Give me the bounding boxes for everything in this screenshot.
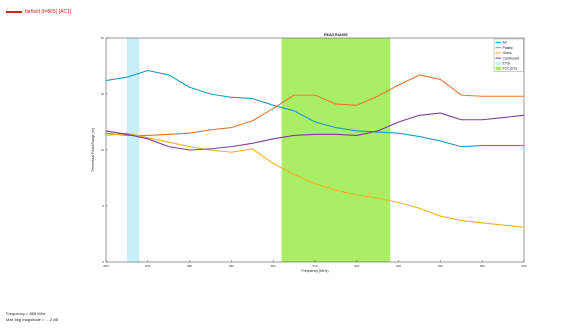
- y-tick-label: 10: [101, 148, 105, 152]
- x-tick-label: 900: [271, 264, 276, 268]
- x-tick-label: 930: [396, 264, 401, 268]
- legend-swatch: [495, 66, 501, 71]
- y-tick-label: 5: [102, 204, 104, 208]
- series-line-glass: [105, 132, 525, 228]
- legend-swatch: [495, 61, 501, 66]
- x-tick-label: 890: [229, 264, 234, 268]
- series-line-air: [105, 69, 524, 148]
- footer-frequency: Frequency = 865 MHz: [6, 311, 46, 316]
- footer-max-magnitude: Max bkg magnitude = ... 2 dB: [6, 317, 59, 322]
- x-tick-label: 870: [145, 264, 150, 268]
- y-tick-label: 15: [101, 92, 105, 96]
- band-fcc-us-: [281, 38, 391, 262]
- band-etsi: [126, 38, 140, 262]
- legend-box: [493, 38, 524, 72]
- footer-info: Frequency = 865 MHz Max bkg magnitude = …: [6, 311, 58, 323]
- x-axis-label: Frequency (MHz): [301, 269, 328, 273]
- x-tick-label: 860: [103, 264, 108, 268]
- chart-title: READ RANGE: [324, 33, 348, 37]
- legend-entry: FCC(US): [503, 67, 517, 71]
- x-tick-label: 910: [312, 264, 317, 268]
- legend-entry: Air: [503, 41, 508, 45]
- legend-entry: Plastic: [503, 46, 514, 50]
- top-legend: farfield (f=865) [AC1]: [6, 9, 71, 15]
- legend-entry: ETSI: [503, 62, 511, 66]
- x-tick-label: 950: [480, 264, 485, 268]
- y-axis-label: Theoretical Read Range (m): [91, 128, 95, 172]
- x-tick-label: 880: [187, 264, 192, 268]
- series-line-cardboard: [105, 112, 525, 151]
- x-tick-label: 960: [521, 264, 526, 268]
- x-tick-label: 920: [354, 264, 359, 268]
- y-tick-label: 0: [102, 260, 104, 264]
- top-legend-swatch: [6, 11, 22, 13]
- top-legend-label: farfield (f=865) [AC1]: [25, 9, 72, 15]
- legend-entry: Cardboard: [503, 56, 520, 60]
- legend-entry: Glass: [503, 51, 512, 55]
- x-tick-label: 940: [438, 264, 443, 268]
- series-line-plastic: [105, 74, 524, 136]
- y-tick-label: 20: [101, 36, 105, 40]
